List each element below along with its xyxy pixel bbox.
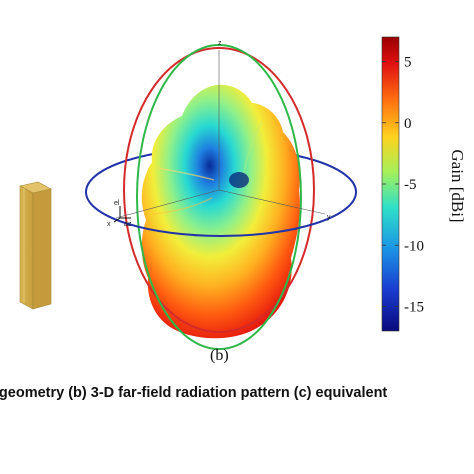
antenna-side-face bbox=[32, 188, 52, 310]
elevation-label: el bbox=[114, 200, 120, 207]
y-axis-line bbox=[218, 189, 326, 215]
x-axis-line bbox=[115, 189, 220, 219]
antenna-geometry bbox=[19, 181, 52, 310]
side-ring bbox=[136, 44, 302, 350]
radiation-pattern-ridge bbox=[151, 197, 213, 215]
colorbar-tick-label: 0 bbox=[404, 116, 412, 132]
radiation-pattern-ridge bbox=[243, 121, 263, 175]
azimuth-label: az bbox=[124, 221, 132, 228]
azimuth-ring-front bbox=[85, 191, 357, 237]
radiation-pattern-surface bbox=[141, 84, 300, 339]
figure-caption: a) geometry (b) 3-D far-field radiation … bbox=[0, 385, 388, 401]
colorbar-tick-label: -10 bbox=[404, 238, 424, 254]
colorbar: 5 0 -5 -10 -15 Gain [dBi] bbox=[381, 36, 467, 332]
colorbar-tick-label: 5 bbox=[404, 55, 412, 71]
elevation-ring bbox=[123, 47, 315, 333]
coordinate-axes: z y x el az bbox=[107, 40, 331, 228]
colorbar-tick-label: -5 bbox=[404, 177, 417, 193]
colorbar-title: Gain [dBi] bbox=[448, 149, 467, 222]
orientation-triad: el az bbox=[113, 200, 132, 228]
radiation-pattern bbox=[141, 84, 300, 339]
colorbar-ticks: 5 0 -5 -10 -15 bbox=[382, 55, 424, 316]
antenna-front-face bbox=[19, 185, 34, 310]
y-axis-label: y bbox=[327, 214, 331, 221]
rings-front bbox=[85, 44, 357, 350]
colorbar-tick-label: -15 bbox=[404, 300, 424, 316]
panel-label: (b) bbox=[210, 347, 229, 364]
x-axis-label: x bbox=[107, 221, 111, 228]
radiation-pattern-ridge bbox=[157, 167, 215, 181]
pattern-null bbox=[229, 172, 249, 188]
z-axis-label: z bbox=[218, 40, 222, 47]
